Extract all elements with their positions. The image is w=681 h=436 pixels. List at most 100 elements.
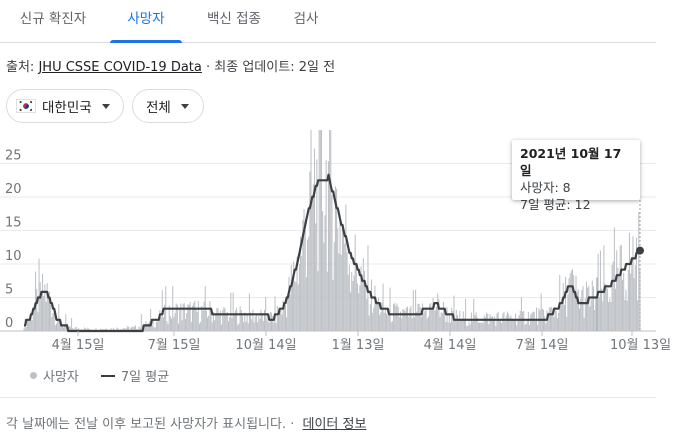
chart-bar (489, 314, 491, 331)
chart-bar (287, 297, 289, 331)
chart-bar (312, 184, 314, 331)
chart-bar (483, 315, 485, 331)
chart-bar (112, 327, 114, 331)
x-tick-label: 7월 14일 (516, 338, 569, 353)
chart-bar (23, 328, 25, 331)
chart-bar (424, 310, 426, 331)
chart-bar (390, 321, 392, 331)
chart-bar (95, 328, 97, 331)
chart-bar (59, 319, 61, 331)
chart-bar (434, 310, 436, 331)
chart-bar (261, 314, 263, 331)
country-dropdown[interactable]: 대한민국 (6, 89, 124, 123)
chart-bar (308, 236, 310, 331)
chart-bar (25, 327, 27, 331)
chart-bar (623, 272, 625, 331)
chart-bar (186, 312, 188, 331)
chart-bar (317, 271, 319, 331)
period-dropdown[interactable]: 전체 (132, 89, 204, 123)
chart-bar (375, 303, 377, 331)
chart-bar (268, 322, 270, 331)
data-info-link[interactable]: 데이터 정보 (302, 417, 367, 432)
chart-bar (509, 317, 511, 331)
chart-bar (60, 325, 62, 331)
chart-bar (219, 310, 221, 331)
chart-bar (606, 288, 608, 331)
chart-bar (466, 325, 468, 331)
tab-new-cases[interactable]: 신규 확진자 (19, 11, 87, 27)
chart-bar (449, 322, 452, 331)
chart-bar (479, 322, 481, 331)
chart-bar (288, 276, 290, 331)
chart-bar (255, 314, 257, 331)
chart-bar (211, 322, 213, 331)
chart-bar (425, 309, 427, 331)
chart-bar (534, 321, 536, 331)
chart-bar (304, 230, 306, 331)
chart-bar (591, 280, 593, 331)
chart-bar (468, 321, 470, 331)
chart-bar (231, 317, 233, 331)
chart-bar (530, 314, 532, 331)
chart-bar (37, 311, 39, 331)
chart-bar (246, 313, 248, 331)
chart-bar (549, 307, 551, 331)
chart-bar (134, 325, 137, 331)
chart-bar (267, 321, 269, 331)
chart-bar (147, 323, 149, 331)
chart-bar (612, 261, 614, 331)
chart-bar (300, 236, 302, 331)
chart-bar (441, 312, 443, 331)
chart-bar (253, 322, 255, 331)
bar-legend-swatch (30, 372, 37, 379)
tab-testing[interactable]: 검사 (293, 11, 319, 27)
y-tick-label: 10 (5, 249, 22, 264)
chart-bar (399, 311, 402, 331)
chart-bar (331, 195, 333, 331)
chart-bar (472, 321, 474, 331)
y-tick-label: 5 (5, 283, 13, 298)
chart-bar (345, 204, 347, 331)
chart-bar (526, 321, 528, 331)
chart-bar (178, 323, 180, 331)
chart-bar (225, 314, 227, 331)
chart-bar (171, 318, 173, 331)
chart-bar (511, 320, 513, 331)
chart-bar (537, 324, 539, 331)
chart-bar (332, 279, 334, 331)
chart-bar (382, 283, 384, 331)
chart-bar (506, 311, 508, 331)
chart-bar (247, 323, 249, 331)
bar-legend-label: 사망자 (43, 370, 79, 385)
line-legend-swatch (100, 374, 115, 377)
chart-bar (318, 130, 320, 331)
chart-bar (379, 314, 381, 331)
chart-bar (290, 264, 292, 331)
chart-bar (87, 327, 89, 331)
chart-bar (496, 313, 498, 331)
chart-bar (275, 323, 277, 331)
chart-bar (413, 317, 415, 331)
country-label: 대한민국 (42, 100, 92, 116)
chart-bar (387, 315, 389, 331)
chart-bar (502, 313, 504, 331)
tab-vaccination[interactable]: 백신 접종 (207, 11, 261, 27)
tab-deaths[interactable]: 사망자 (110, 0, 182, 43)
chart-bar (281, 314, 283, 331)
chart-bar (45, 301, 47, 331)
last-updated: 최종 업데이트: 2일 전 (214, 60, 336, 75)
chart-bar (26, 319, 28, 331)
chart-bar (233, 315, 235, 331)
chart-bar (191, 305, 193, 331)
source-link[interactable]: JHU CSSE COVID-19 Data (38, 60, 202, 75)
chart-bar (254, 316, 256, 331)
chart-bar (334, 186, 336, 331)
chart-bar (42, 273, 44, 331)
chart-bar (348, 264, 350, 331)
footer-note: 각 날짜에는 전날 이후 보고된 사망자가 표시됩니다. · 데이터 정보 (6, 413, 366, 432)
chart-bar (431, 309, 433, 331)
chart-bar (83, 327, 85, 331)
chart-bar (57, 320, 59, 331)
chart-bar (626, 300, 628, 331)
